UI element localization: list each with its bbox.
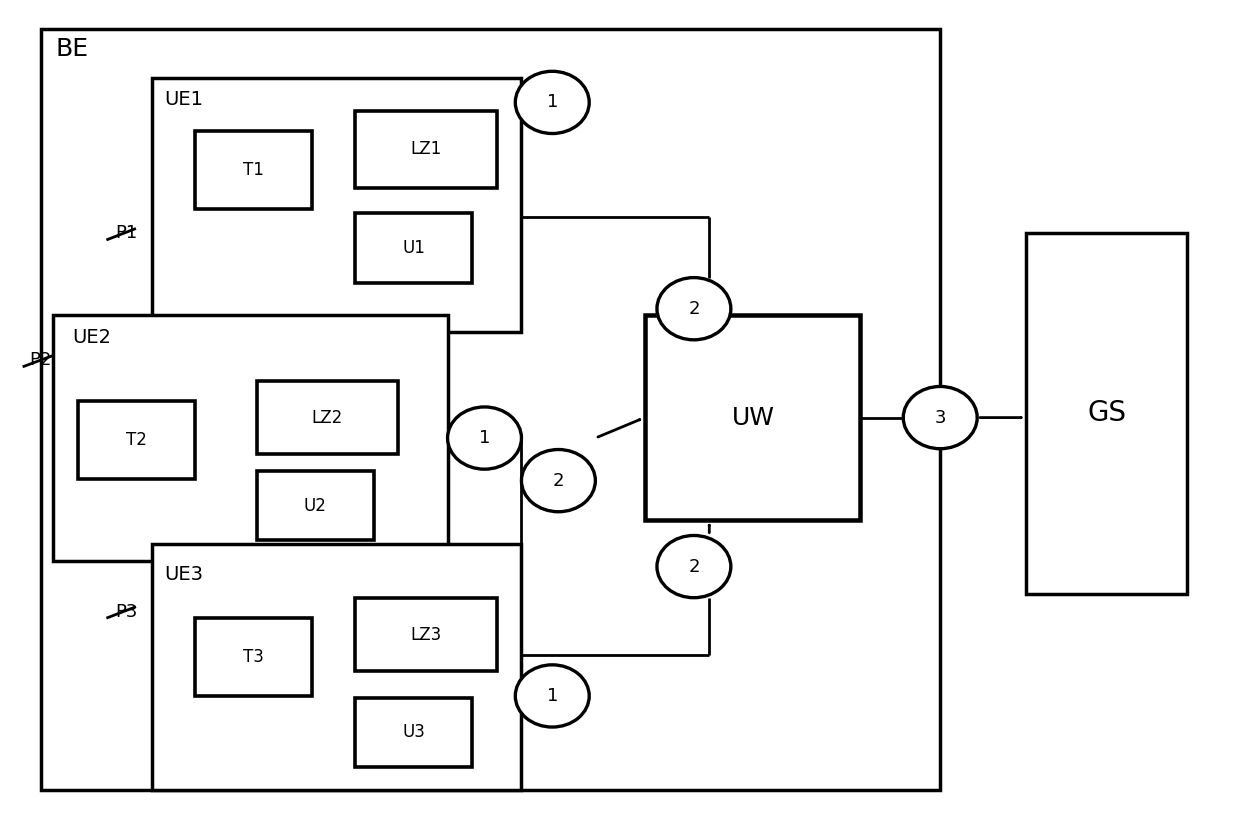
Text: GS: GS: [1087, 399, 1126, 428]
Text: 2: 2: [688, 557, 699, 576]
Text: BE: BE: [56, 37, 89, 61]
Text: 2: 2: [553, 471, 564, 490]
Ellipse shape: [522, 450, 595, 512]
Text: P3: P3: [115, 603, 138, 620]
Text: LZ1: LZ1: [410, 141, 441, 159]
Text: LZ2: LZ2: [311, 409, 343, 427]
Ellipse shape: [448, 407, 522, 469]
Text: 1: 1: [547, 93, 558, 112]
Bar: [257, 380, 398, 454]
Text: UE1: UE1: [164, 90, 203, 109]
Bar: [153, 544, 522, 790]
Ellipse shape: [903, 386, 977, 449]
Bar: [195, 131, 312, 209]
Text: LZ3: LZ3: [410, 625, 441, 643]
Text: 1: 1: [479, 429, 490, 447]
Bar: [645, 315, 861, 520]
Bar: [1027, 233, 1187, 594]
Text: 2: 2: [688, 299, 699, 318]
Text: UE3: UE3: [164, 565, 203, 584]
Bar: [195, 618, 312, 696]
Bar: [153, 78, 522, 332]
Bar: [78, 401, 195, 479]
Text: UW: UW: [732, 405, 775, 429]
Text: U1: U1: [402, 239, 425, 256]
Bar: [53, 315, 448, 561]
Bar: [41, 29, 940, 790]
Ellipse shape: [657, 278, 730, 340]
Text: P1: P1: [115, 224, 138, 242]
Bar: [355, 111, 497, 189]
Text: U3: U3: [402, 724, 425, 741]
Bar: [355, 598, 497, 672]
Bar: [257, 471, 373, 540]
Text: U2: U2: [304, 496, 326, 514]
Text: 1: 1: [547, 687, 558, 705]
Text: T1: T1: [243, 161, 264, 179]
Text: 3: 3: [935, 409, 946, 427]
Bar: [355, 213, 472, 283]
Ellipse shape: [516, 71, 589, 133]
Text: T3: T3: [243, 648, 264, 666]
Text: P2: P2: [29, 351, 51, 370]
Ellipse shape: [516, 665, 589, 727]
Bar: [355, 698, 472, 767]
Ellipse shape: [657, 535, 730, 598]
Text: UE2: UE2: [72, 327, 110, 347]
Text: T2: T2: [126, 431, 148, 449]
